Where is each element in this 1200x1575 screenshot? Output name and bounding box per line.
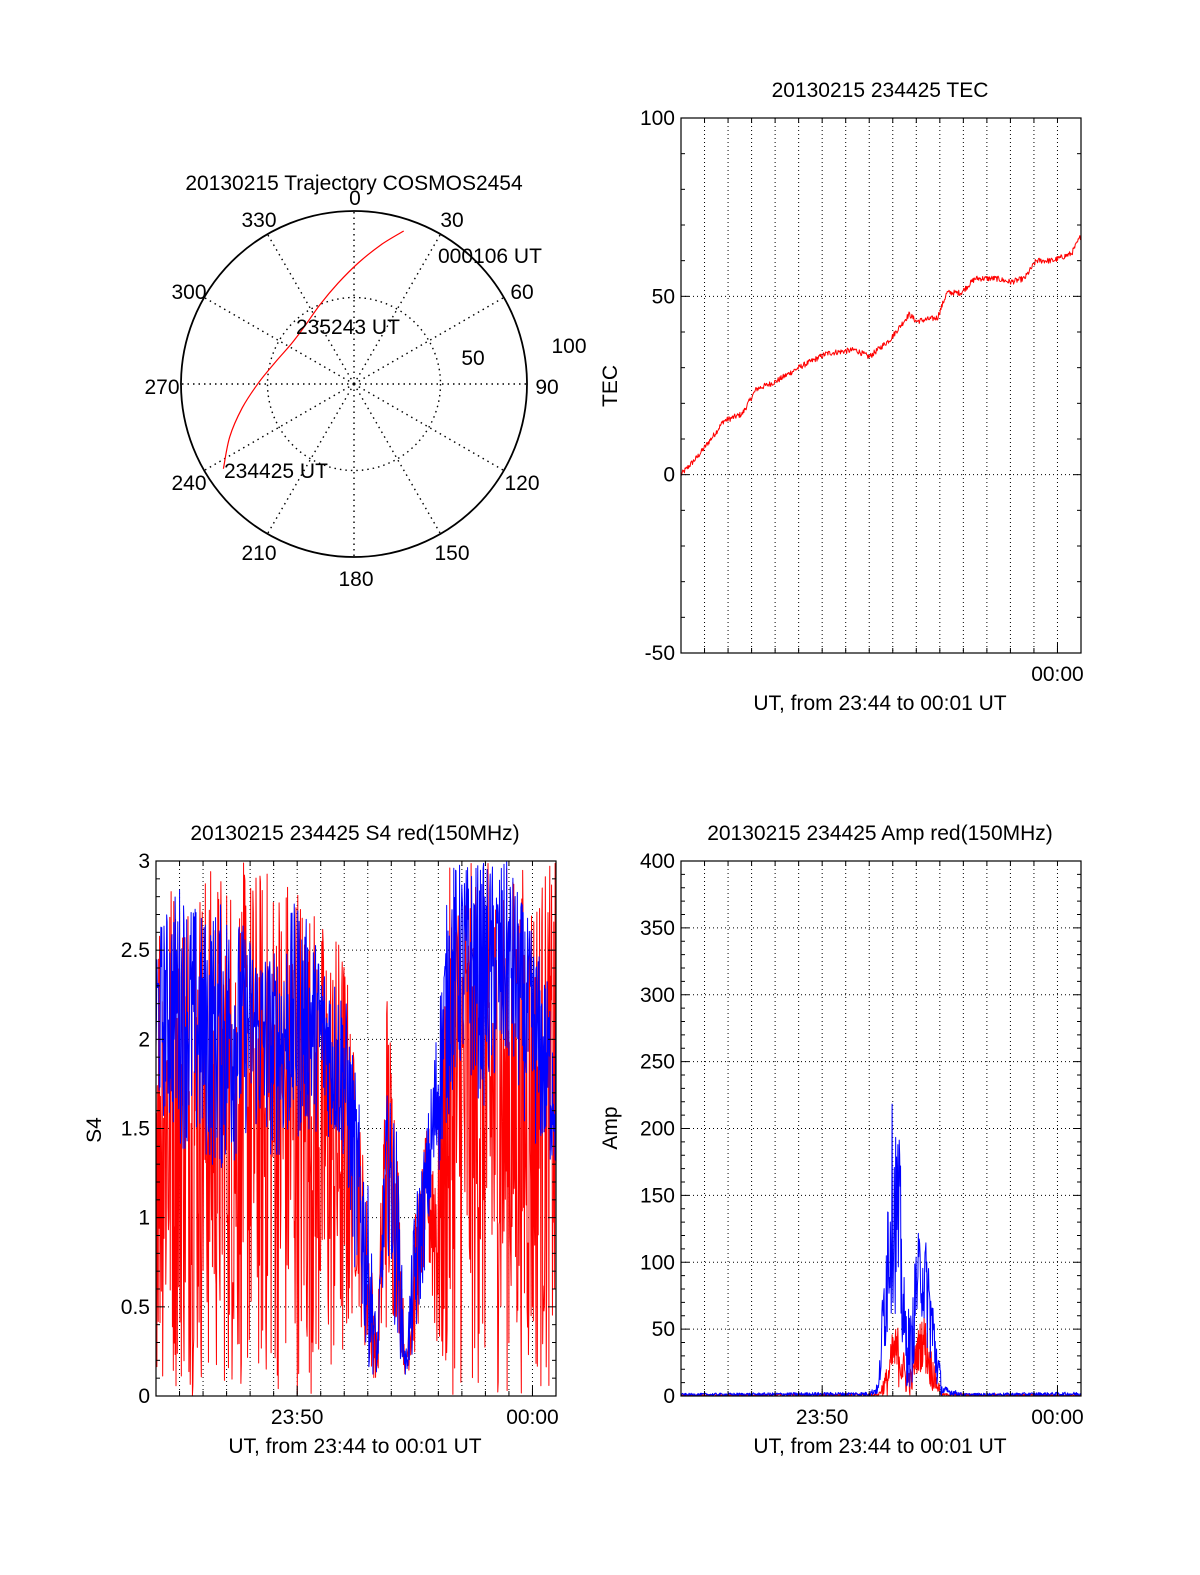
- tec-frame: [680, 117, 1082, 654]
- polar-spoke: [353, 296, 505, 385]
- polar-spoke: [353, 383, 442, 535]
- s4-ytick-label: 1.5: [121, 1118, 150, 1141]
- amp-ytick-label: 400: [640, 850, 675, 873]
- polar-spoke: [353, 383, 505, 472]
- polar-azimuth-label: 60: [510, 281, 533, 304]
- polar-radial-label: 100: [551, 335, 586, 358]
- amp-plot: 20130215 234425 Amp red(150MHz) UT, from…: [599, 822, 1084, 1458]
- polar-spoke: [203, 383, 355, 472]
- s4-ytick-label: 2.5: [121, 939, 150, 962]
- polar-azimuth-label: 30: [440, 209, 463, 232]
- amp-xlabel: UT, from 23:44 to 00:01 UT: [753, 1435, 1006, 1458]
- s4-series-group: [156, 861, 556, 1396]
- amp-ylabel: Amp: [599, 1106, 622, 1149]
- polar-trajectory-line: [222, 230, 405, 469]
- tec-xlabel: UT, from 23:44 to 00:01 UT: [753, 692, 1006, 715]
- amp-series-group: [681, 1103, 1081, 1396]
- polar-spoke: [266, 233, 355, 385]
- amp-ytick-label: 0: [663, 1385, 675, 1408]
- polar-azimuth-label: 0: [349, 187, 361, 210]
- polar-radial-label: 50: [461, 347, 484, 370]
- s4-ytick-label: 0: [138, 1385, 150, 1408]
- s4-plot: 20130215 234425 S4 red(150MHz) UT, from …: [83, 822, 559, 1458]
- polar-title: 20130215 Trajectory COSMOS2454: [185, 172, 523, 195]
- polar-azimuth-label: 90: [535, 376, 558, 399]
- amp-ytick-label: 50: [652, 1318, 675, 1341]
- polar-outer-circle: [180, 210, 528, 558]
- amp-ytick-label: 300: [640, 984, 675, 1007]
- amp-ytick-label: 100: [640, 1251, 675, 1274]
- amp-title: 20130215 234425 Amp red(150MHz): [707, 822, 1053, 845]
- tec-ytick-label: 100: [640, 107, 675, 130]
- polar-azimuth-label: 240: [171, 472, 206, 495]
- polar-azimuth-label: 330: [241, 209, 276, 232]
- polar-spoke: [266, 383, 355, 535]
- polar-time-annotation: 000106 UT: [438, 245, 542, 268]
- polar-azimuth-label: 300: [171, 281, 206, 304]
- tec-ylabel: TEC: [599, 365, 622, 407]
- polar-azimuth-label: 210: [241, 542, 276, 565]
- polar-azimuth-label: 120: [504, 472, 539, 495]
- s4-xlabel: UT, from 23:44 to 00:01 UT: [228, 1435, 481, 1458]
- s4-ylabel: S4: [83, 1117, 106, 1143]
- s4-xtick-label: 00:00: [506, 1406, 559, 1429]
- polar-azimuth-label: 180: [338, 568, 373, 591]
- tec-series-group: [681, 235, 1081, 476]
- amp-ytick-label: 250: [640, 1051, 675, 1074]
- s4-ytick-label: 1: [138, 1207, 150, 1230]
- tec-ytick-label: 50: [652, 285, 675, 308]
- tec-title: 20130215 234425 TEC: [772, 79, 989, 102]
- polar-time-annotation: 234425 UT: [224, 460, 328, 483]
- tec-plot: 20130215 234425 TEC UT, from 23:44 to 00…: [599, 79, 1084, 715]
- s4-series-2-line: [156, 861, 556, 1375]
- s4-ytick-label: 3: [138, 850, 150, 873]
- polar-ring-50: [266, 296, 442, 472]
- tec-xtick-label: 00:00: [1031, 663, 1084, 686]
- s4-ytick-label: 0.5: [121, 1296, 150, 1319]
- amp-ytick-label: 150: [640, 1184, 675, 1207]
- tec-ytick-label: 0: [663, 464, 675, 487]
- s4-title: 20130215 234425 S4 red(150MHz): [190, 822, 519, 845]
- amp-series-2-line: [681, 1103, 1081, 1396]
- polar-time-annotation: 235243 UT: [296, 316, 400, 339]
- polar-trajectory-plot: 20130215 Trajectory COSMOS2454 0 30 60 90 12…: [144, 172, 586, 591]
- polar-azimuth-label: 150: [434, 542, 469, 565]
- tec-series-1-line: [681, 235, 1081, 476]
- amp-ytick-label: 350: [640, 917, 675, 940]
- polar-spoke: [353, 233, 442, 385]
- amp-xtick-label: 00:00: [1031, 1406, 1084, 1429]
- amp-xtick-label: 23:50: [796, 1406, 849, 1429]
- s4-xtick-label: 23:50: [271, 1406, 324, 1429]
- amp-ytick-label: 200: [640, 1118, 675, 1141]
- polar-azimuth-label: 270: [144, 376, 179, 399]
- s4-ytick-label: 2: [138, 1028, 150, 1051]
- polar-spoke: [203, 296, 355, 385]
- tec-ytick-label: -50: [645, 642, 675, 665]
